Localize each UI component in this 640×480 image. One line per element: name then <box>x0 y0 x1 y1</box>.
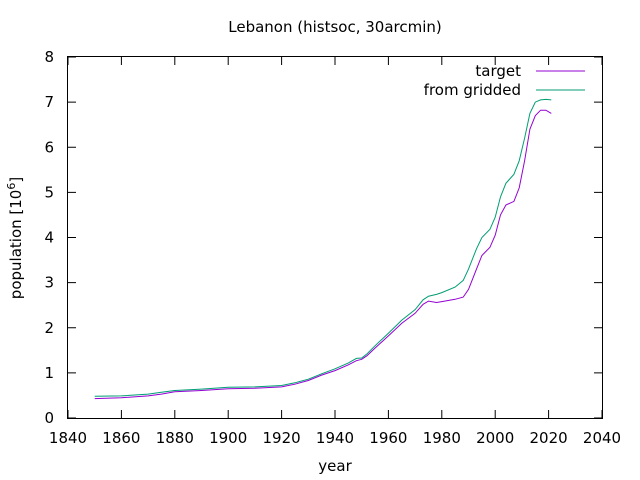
x-tick-label: 1940 <box>316 429 354 447</box>
x-tick-label: 1960 <box>369 429 407 447</box>
series-line-from-gridded <box>94 98 552 397</box>
x-tick-label: 1880 <box>156 429 194 447</box>
y-axis-label-base: population [10 <box>7 190 25 300</box>
series-lines <box>94 98 552 400</box>
x-axis-ticks: 1840 1860 1880 1900 1920 1940 1960 1980 2000 2020… <box>49 57 621 447</box>
x-tick-label: 1840 <box>49 429 87 447</box>
y-axis-label-exponent: 6 <box>5 183 18 190</box>
legend: target from gridded <box>424 62 585 99</box>
series-line-target <box>94 109 552 400</box>
x-tick-label: 1920 <box>263 429 301 447</box>
legend-label-from-gridded: from gridded <box>424 81 521 99</box>
y-tick-label: 8 <box>44 48 54 66</box>
x-tick-label: 2000 <box>476 429 514 447</box>
plot-frame <box>67 56 603 419</box>
chart-title: Lebanon (histsoc, 30arcmin) <box>228 18 442 36</box>
y-tick-label: 6 <box>44 138 54 156</box>
y-axis-label-close: ] <box>7 177 25 183</box>
y-tick-label: 4 <box>44 229 54 247</box>
y-axis-ticks: 0 1 2 3 4 5 6 7 8 <box>44 48 602 427</box>
y-tick-label: 1 <box>44 364 54 382</box>
y-tick-label: 3 <box>44 274 54 292</box>
y-tick-label: 5 <box>44 183 54 201</box>
x-tick-label: 1980 <box>423 429 461 447</box>
x-tick-label: 1860 <box>102 429 140 447</box>
y-axis-label: population [106] <box>5 177 25 299</box>
y-tick-label: 0 <box>44 409 54 427</box>
y-tick-label: 7 <box>44 93 54 111</box>
x-axis-label: year <box>318 457 352 475</box>
x-tick-label: 1900 <box>209 429 247 447</box>
legend-label-target: target <box>475 62 521 80</box>
x-tick-label: 2020 <box>530 429 568 447</box>
y-tick-label: 2 <box>44 319 54 337</box>
x-tick-label: 2040 <box>583 429 621 447</box>
